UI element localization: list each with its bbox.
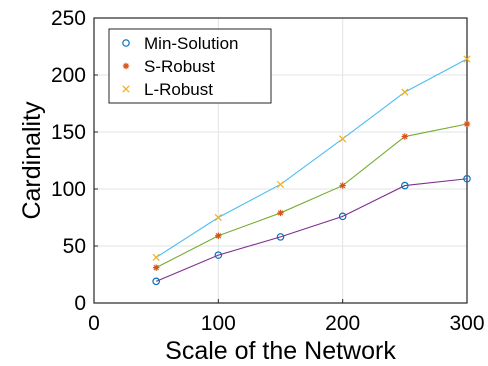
y-tick-label: 50: [63, 235, 86, 258]
data-point: [277, 209, 284, 217]
legend-marker: [122, 62, 130, 70]
data-point: [214, 251, 223, 259]
data-point: [215, 232, 222, 239]
series-min-solution: [152, 174, 471, 286]
x-axis-ticks: 0 100 200 300: [88, 299, 485, 335]
data-point: [401, 181, 409, 190]
y-tick-label: 150: [51, 121, 86, 144]
data-point: [276, 233, 285, 241]
data-point: [463, 55, 471, 63]
data-point: [276, 180, 285, 189]
series-line: [155, 58, 468, 258]
x-tick-label: 100: [201, 312, 236, 335]
y-axis-ticks: 0 50 100 150 200 250: [51, 7, 98, 315]
series-layer: [152, 55, 471, 286]
legend-marker: [122, 39, 130, 47]
series-l-robust: [152, 55, 471, 262]
y-tick-label: 0: [74, 292, 86, 315]
data-point: [152, 253, 160, 262]
x-tick-label: 300: [449, 312, 484, 335]
x-axis-label: Scale of the Network: [165, 337, 396, 365]
plot-area-frame: [93, 17, 468, 304]
y-axis-label: Cardinality: [18, 101, 46, 220]
data-point: [401, 133, 409, 140]
data-point: [463, 120, 471, 128]
y-tick-label: 200: [51, 64, 86, 87]
y-tick-label: 250: [51, 7, 86, 30]
data-point: [339, 135, 347, 143]
series-s-robust: [152, 120, 471, 271]
data-point: [214, 213, 222, 222]
legend-label: S-Robust: [144, 57, 215, 76]
data-point: [152, 277, 160, 286]
legend-label: L-Robust: [144, 80, 213, 99]
x-tick-label: 0: [88, 312, 100, 335]
series-line: [155, 178, 468, 282]
data-point: [152, 264, 160, 271]
legend: Min-Solution S-Robust L-Robust: [108, 28, 272, 104]
x-tick-label: 200: [325, 312, 360, 335]
data-point: [338, 212, 347, 221]
y-tick-label: 100: [51, 178, 86, 201]
legend-marker: [122, 85, 130, 93]
legend-label: Min-Solution: [144, 34, 239, 53]
data-point: [401, 88, 409, 96]
legend-box: [108, 28, 272, 104]
data-point: [463, 174, 471, 183]
data-point: [339, 182, 346, 189]
series-line: [155, 123, 468, 269]
